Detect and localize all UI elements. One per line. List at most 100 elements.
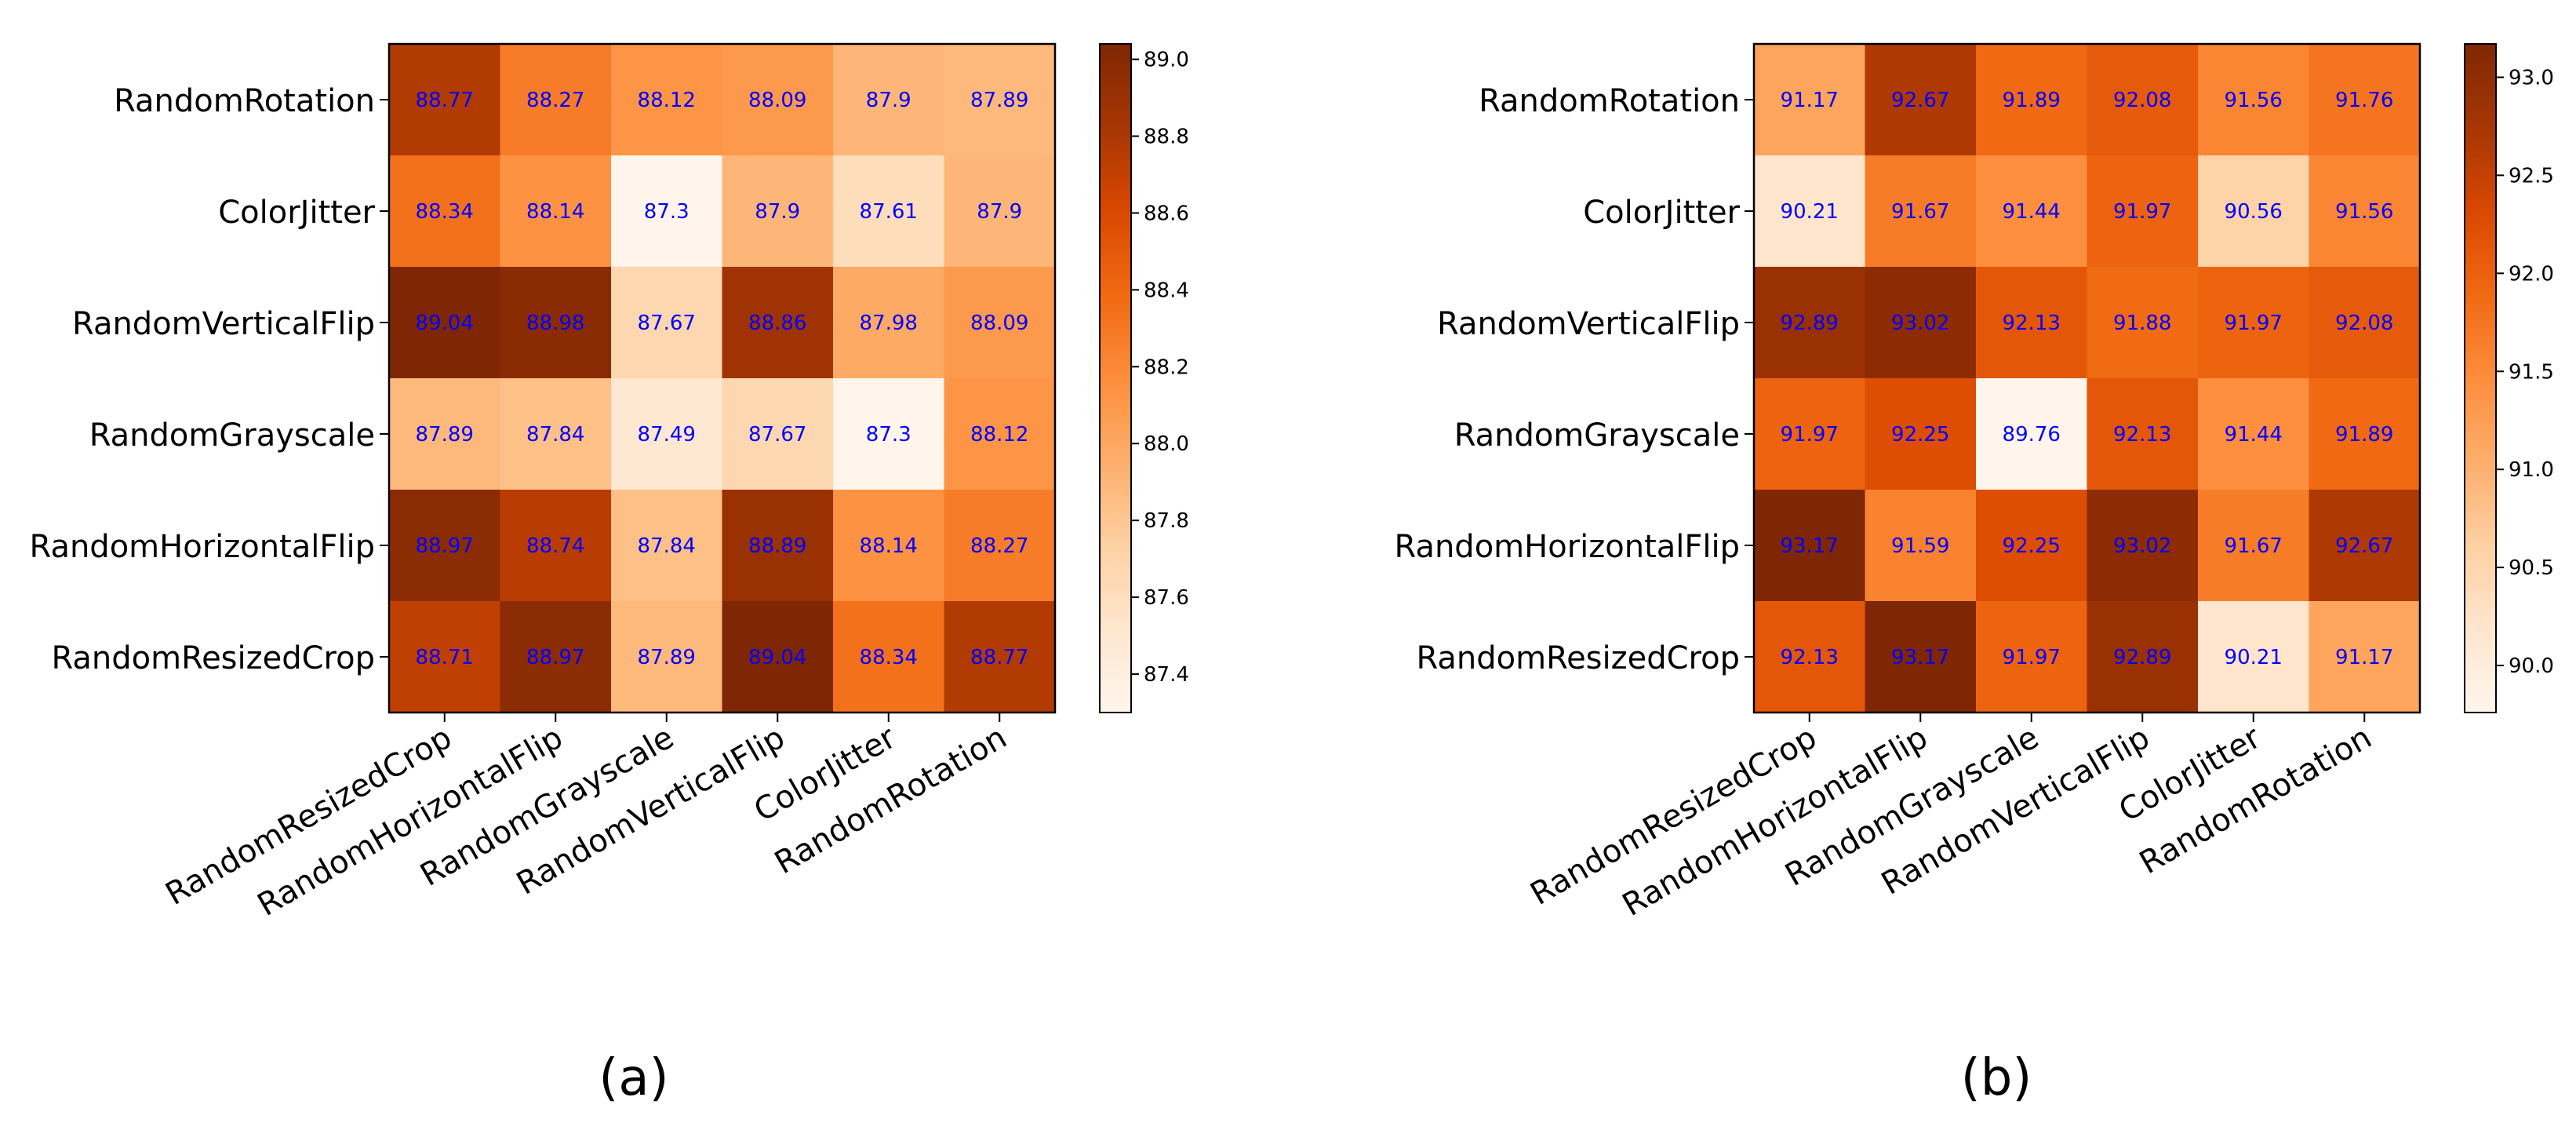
heatmap-cell xyxy=(833,490,945,602)
heatmap-cell xyxy=(2087,601,2199,713)
heatmap-cell xyxy=(944,378,1056,490)
row-label: RandomVerticalFlip xyxy=(72,306,375,342)
heatmap-cell xyxy=(2087,44,2199,156)
row-label: RandomHorizontalFlip xyxy=(1395,529,1740,565)
heatmap-cell xyxy=(722,490,834,602)
heatmap-cell xyxy=(2087,490,2199,602)
cell-value-label: 87.67 xyxy=(638,312,696,335)
heatmap-cell xyxy=(2198,44,2310,156)
cell-value-label: 92.08 xyxy=(2113,89,2171,112)
heatmap-cell xyxy=(833,378,945,490)
cell-value-label: 87.9 xyxy=(977,200,1022,224)
heatmap-cell xyxy=(389,267,501,379)
cell-value-label: 91.56 xyxy=(2335,200,2393,224)
cell-value-label: 92.89 xyxy=(1781,312,1839,335)
heatmap-cell xyxy=(1865,155,1977,268)
heatmap-cell xyxy=(500,490,612,602)
heatmap-cell xyxy=(2087,155,2199,268)
colorbar xyxy=(2464,43,2497,713)
colorbar-tick-label: 88.2 xyxy=(1144,355,1189,379)
cell-value-label: 88.14 xyxy=(860,534,918,558)
colorbar-tick-label: 92.5 xyxy=(2509,164,2554,188)
row-label: RandomGrayscale xyxy=(1454,417,1740,454)
heatmap-cell xyxy=(2087,267,2199,379)
cell-value-label: 87.49 xyxy=(638,423,696,447)
heatmap-cell xyxy=(1865,490,1977,602)
heatmap-panel-a: 88.77 88.27 88.12 88.09 87.9 87.89 88.34 88.14 8… xyxy=(30,42,1189,1107)
heatmap-cell xyxy=(944,601,1056,713)
heatmap-cell xyxy=(611,267,723,379)
heatmap-cell xyxy=(2198,155,2310,268)
cell-value-label: 89.76 xyxy=(2003,423,2061,447)
cell-value-label: 88.86 xyxy=(748,312,806,335)
cell-value-label: 88.89 xyxy=(748,534,806,558)
panel-caption: (a) xyxy=(599,1049,668,1107)
heatmap-cell xyxy=(833,267,945,379)
colorbar-tick-label: 88.4 xyxy=(1144,279,1189,302)
cell-value-label: 88.71 xyxy=(416,646,474,669)
cell-value-label: 88.97 xyxy=(526,646,584,669)
row-label: RandomResizedCrop xyxy=(1416,640,1740,676)
heatmap-cell xyxy=(944,44,1056,156)
cell-value-label: 88.27 xyxy=(526,89,584,112)
cell-value-label: 87.89 xyxy=(970,89,1028,112)
colorbar-tick-label: 87.6 xyxy=(1144,586,1189,610)
heatmap-cell xyxy=(500,44,612,156)
colorbar-tick-label: 91.5 xyxy=(2509,360,2554,384)
cell-value-label: 90.21 xyxy=(2225,646,2283,669)
heatmap-cell xyxy=(389,44,501,156)
row-label: RandomRotation xyxy=(114,83,375,119)
cell-value-label: 88.12 xyxy=(970,423,1028,447)
cell-value-label: 91.97 xyxy=(2225,312,2283,335)
colorbar-tick-label: 90.0 xyxy=(2509,654,2554,678)
heatmap-cell xyxy=(1865,378,1977,490)
colorbar-tick-label: 92.0 xyxy=(2509,262,2554,286)
row-label: RandomGrayscale xyxy=(89,417,375,454)
cell-value-label: 92.67 xyxy=(2335,534,2393,558)
heatmap-cell xyxy=(722,601,834,713)
heatmap-cell xyxy=(722,267,834,379)
heatmap-cell xyxy=(833,155,945,268)
heatmap-cell xyxy=(722,378,834,490)
cell-value-label: 91.17 xyxy=(1781,89,1839,112)
heatmap-cell xyxy=(1976,267,2088,379)
colorbar-tick-label: 88.6 xyxy=(1144,202,1189,225)
cell-value-label: 91.17 xyxy=(2335,646,2393,669)
cell-value-label: 87.67 xyxy=(748,423,806,447)
cell-value-label: 92.13 xyxy=(2003,312,2061,335)
heatmap-cell xyxy=(2309,601,2421,713)
cell-value-label: 91.67 xyxy=(2225,534,2283,558)
heatmap-cell xyxy=(944,490,1056,602)
heatmap-cell xyxy=(2309,44,2421,156)
heatmap-cell xyxy=(2309,267,2421,379)
cell-value-label: 91.44 xyxy=(2003,200,2061,224)
cell-value-label: 92.67 xyxy=(1891,89,1949,112)
heatmap-cell xyxy=(1976,378,2088,490)
cell-value-label: 91.97 xyxy=(2003,646,2061,669)
heatmap-cell xyxy=(1976,601,2088,713)
cell-value-label: 87.61 xyxy=(860,200,918,224)
heatmap-cell xyxy=(1865,44,1977,156)
colorbar-tick-label: 88.0 xyxy=(1144,432,1189,456)
heatmap-cell xyxy=(1976,490,2088,602)
cell-value-label: 92.13 xyxy=(2113,423,2171,447)
panel-caption: (b) xyxy=(1961,1049,2032,1107)
heatmap-cell xyxy=(611,378,723,490)
colorbar-tick-label: 89.0 xyxy=(1144,49,1189,72)
heatmap-cell xyxy=(1754,44,1866,156)
colorbar-tick-label: 91.0 xyxy=(2509,458,2554,482)
cell-value-label: 87.84 xyxy=(638,534,696,558)
heatmap-cell xyxy=(1754,155,1866,268)
cell-value-label: 91.76 xyxy=(2335,89,2393,112)
cell-value-label: 88.74 xyxy=(526,534,584,558)
row-label: RandomRotation xyxy=(1479,83,1740,119)
cell-value-label: 91.59 xyxy=(1891,534,1949,558)
cell-value-label: 88.77 xyxy=(970,646,1028,669)
heatmap-cell xyxy=(2309,378,2421,490)
cell-value-label: 88.77 xyxy=(416,89,474,112)
heatmap-cell xyxy=(1754,601,1866,713)
heatmap-cell xyxy=(1754,267,1866,379)
colorbar-tick-label: 93.0 xyxy=(2509,66,2554,89)
cell-value-label: 87.3 xyxy=(866,423,911,447)
heatmap-cell xyxy=(833,44,945,156)
